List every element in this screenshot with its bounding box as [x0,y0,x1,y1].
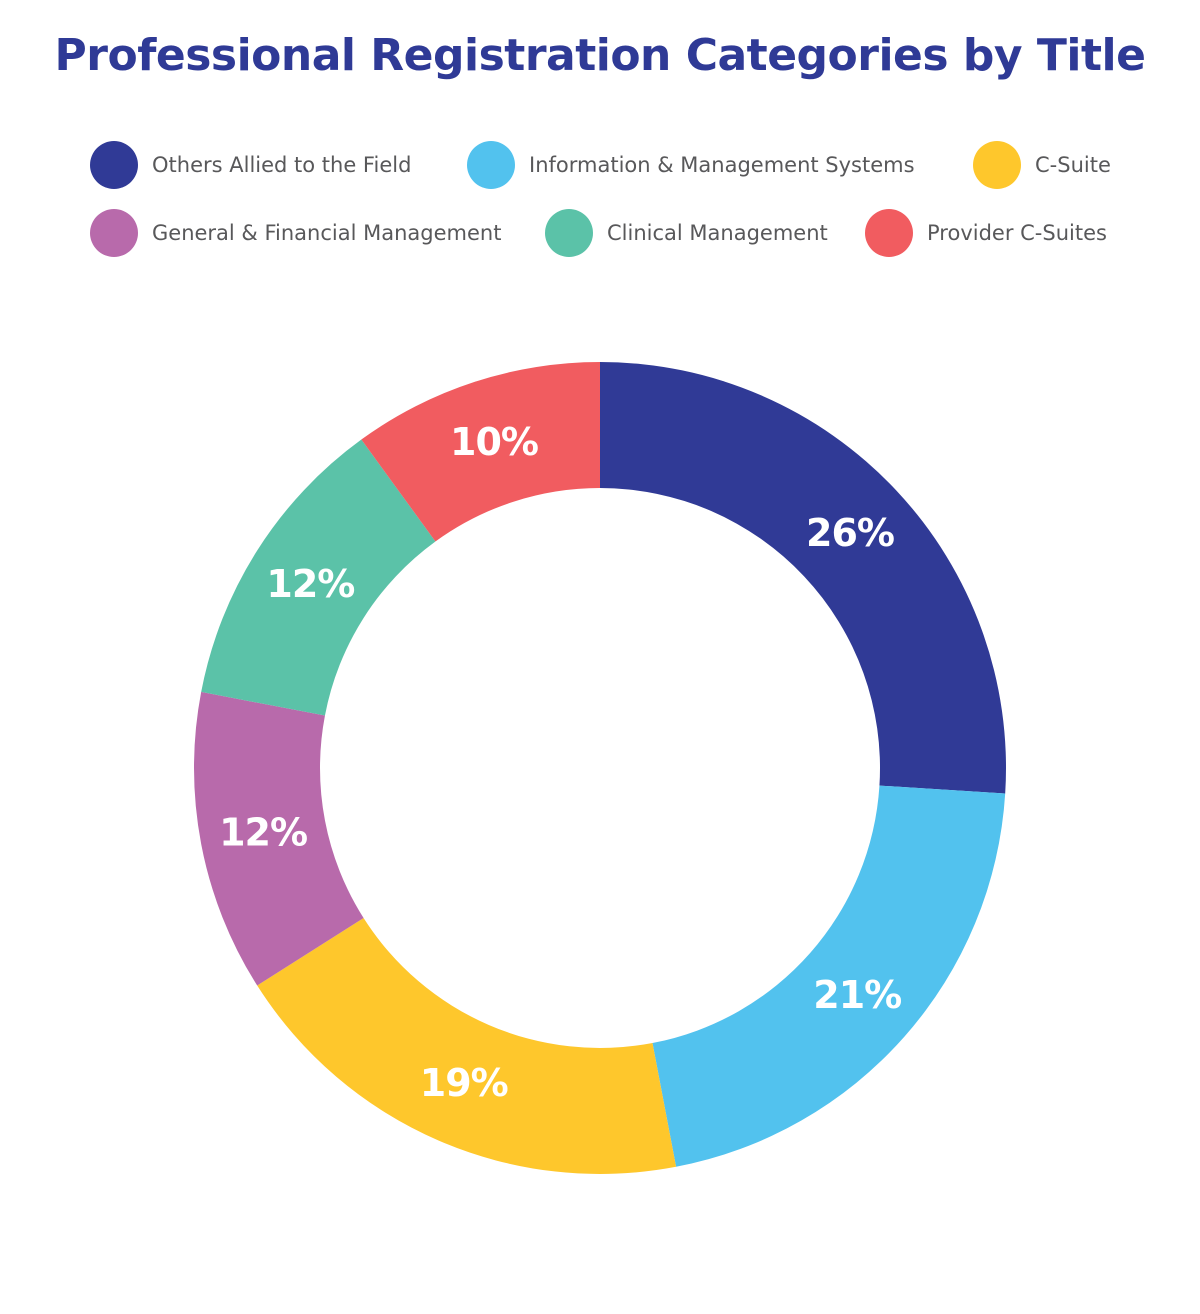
donut-slice-provider-c-suites [361,362,600,542]
legend-item-clinical-management: Clinical Management [545,208,828,258]
legend-swatch-icon [973,141,1021,189]
legend-label: Provider C-Suites [927,221,1107,245]
chart-title: Professional Registration Categories by … [54,30,1146,81]
legend-item-general-financial: General & Financial Management [90,208,501,258]
legend-swatch-icon [90,209,138,257]
slice-value-label-provider-c-suites: 10% [450,420,538,464]
slice-value-label-clinical-management: 12% [266,562,354,606]
legend-label: Others Allied to the Field [152,153,412,177]
legend-item-provider-c-suites: Provider C-Suites [865,208,1107,258]
slice-value-label-general-financial-management: 12% [219,810,307,854]
legend-label: General & Financial Management [152,221,502,245]
donut-slice-clinical-management [201,439,436,716]
legend-item-others-allied: Others Allied to the Field [90,140,411,190]
slice-value-label-others-allied-to-the-field: 26% [806,511,894,555]
slice-value-label-information-management-systems: 21% [813,973,901,1017]
legend-swatch-icon [90,141,138,189]
legend-swatch-icon [865,209,913,257]
legend-swatch-icon [467,141,515,189]
legend-item-c-suite: C-Suite [973,140,1111,190]
legend-label: C-Suite [1035,153,1111,177]
legend-label: Clinical Management [607,221,828,245]
slice-value-label-c-suite: 19% [420,1061,508,1105]
donut-labels: 26% 21% 19% 12% 12% 10% [219,420,902,1105]
donut-slice-general-financial-management [193,691,364,986]
donut-slices [193,362,1006,1174]
donut-slice-information-management-systems [652,785,1006,1167]
donut-slice-c-suite [257,918,677,1174]
legend-label: Information & Management Systems [529,153,915,177]
donut-slice-others-allied-to-the-field [600,362,1006,794]
legend-item-information-management: Information & Management Systems [467,140,915,190]
legend-swatch-icon [545,209,593,257]
